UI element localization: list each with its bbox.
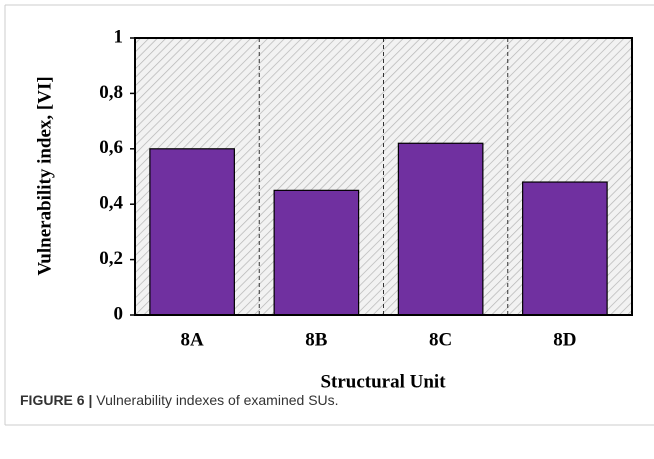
y-tick-label: 0,4: [99, 193, 123, 214]
bar: [397, 142, 484, 316]
caption: FIGURE 6 | Vulnerability indexes of exam…: [20, 392, 339, 408]
y-tick-label: 0,6: [99, 137, 123, 158]
plot-frame: [134, 37, 633, 316]
x-tick-label: 8B: [305, 329, 328, 350]
x-tick-label: 8D: [553, 329, 576, 350]
y-tick-label: 1: [114, 26, 124, 47]
y-tick-label: 0,2: [99, 248, 123, 269]
bar: [273, 189, 360, 316]
y-tick-label: 0,8: [99, 82, 123, 103]
bar: [149, 148, 235, 316]
bar: [522, 181, 608, 316]
x-axis-label: Structural Unit: [320, 371, 446, 392]
y-tick-label: 0: [114, 303, 124, 324]
caption-label: FIGURE 6 |: [20, 392, 92, 408]
x-tick-label: 8C: [429, 329, 452, 350]
x-tick-label: 8A: [181, 329, 205, 350]
y-axis-label: Vulnerability index, [VI]: [34, 76, 55, 275]
caption-text: Vulnerability indexes of examined SUs.: [96, 392, 338, 408]
